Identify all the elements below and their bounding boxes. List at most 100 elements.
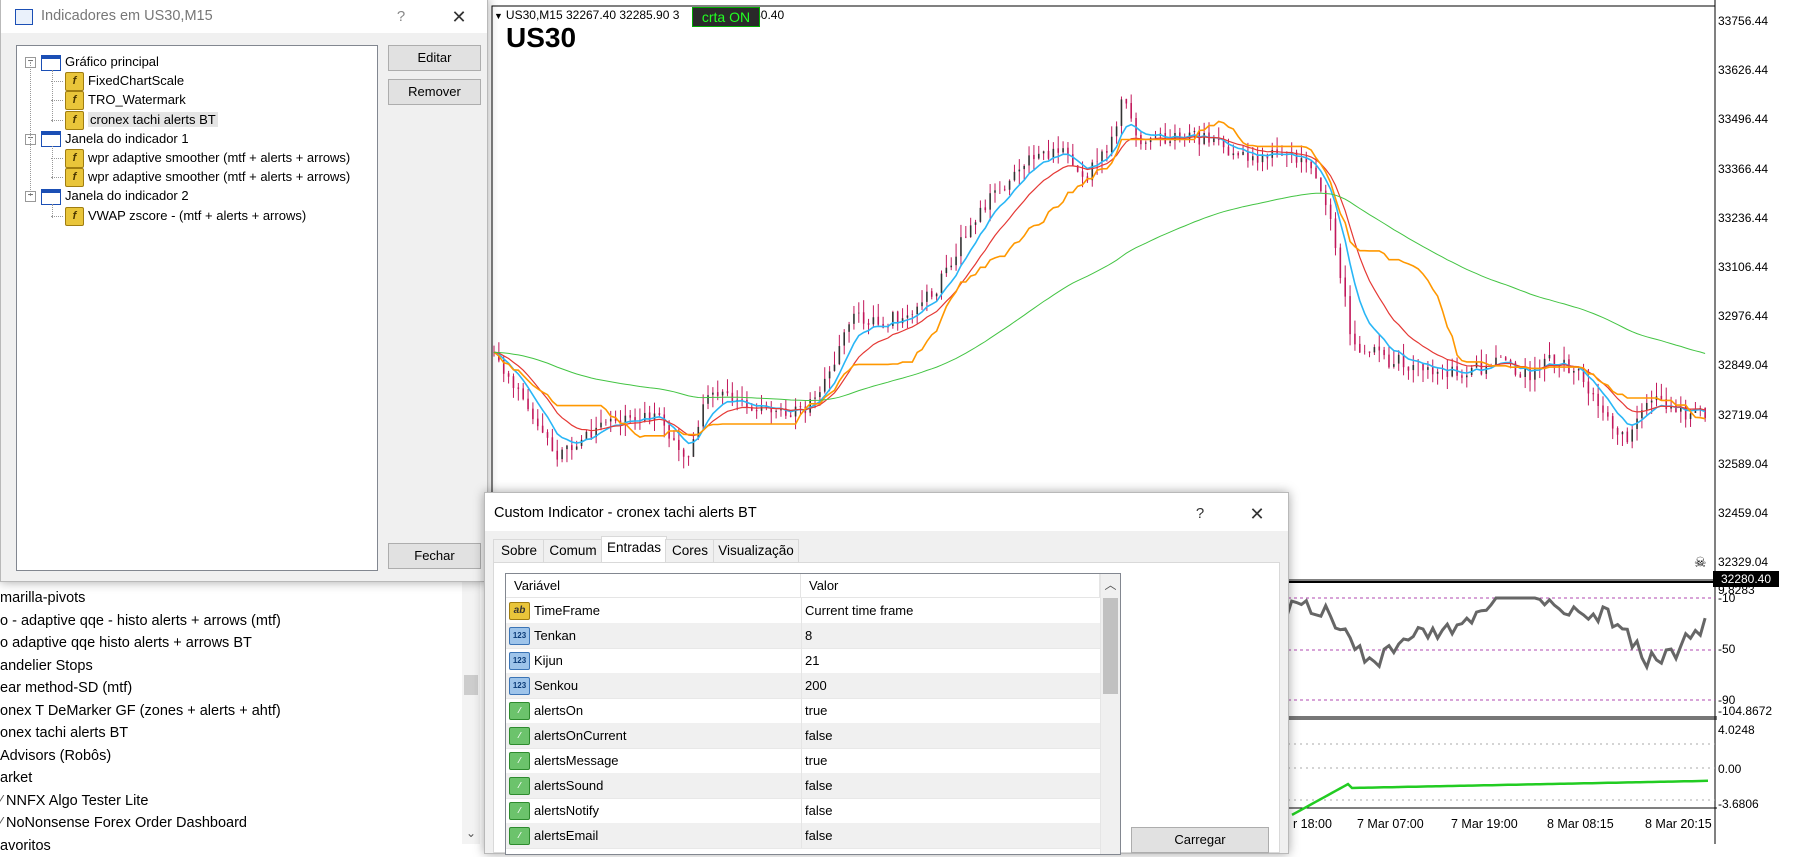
param-value[interactable]: false (805, 778, 833, 793)
tree-connector (52, 146, 53, 179)
column-separator (801, 798, 802, 823)
tree-window-node[interactable]: − Janela do indicador 1 (25, 129, 189, 149)
navigator-item[interactable]: onex T DeMarker GF (zones + alerts + aht… (0, 700, 281, 722)
current-price-tag: 32280.40 (1713, 571, 1779, 587)
table-row[interactable]: 123 Kijun 21 (506, 648, 1100, 674)
navigator-item[interactable]: Advisors (Robôs) (0, 745, 111, 767)
param-value[interactable]: true (805, 753, 828, 768)
number-param-icon: 123 (509, 627, 530, 645)
param-value[interactable]: false (805, 728, 833, 743)
tree-node-label: cronex tachi alerts BT (88, 111, 218, 127)
param-value[interactable]: true (805, 703, 828, 718)
tree-indicator-node[interactable]: f VWAP zscore - (mtf + alerts + arrows) (51, 206, 307, 226)
navigator-item[interactable]: onex tachi alerts BT (0, 722, 128, 744)
dialog-titlebar[interactable]: Custom Indicator - cronex tachi alerts B… (485, 493, 1288, 531)
edit-button[interactable]: Editar (388, 45, 481, 71)
expert-icon: ⁄ (0, 815, 3, 831)
param-value[interactable]: 200 (805, 678, 827, 693)
chart-window-icon (41, 188, 61, 205)
navigator-item[interactable]: avoritos (0, 835, 51, 857)
column-header-value[interactable]: Valor (801, 574, 1100, 598)
navigator-item[interactable]: ⁄ NNFX Algo Tester Lite (0, 790, 148, 812)
table-row[interactable]: ⁄ alertsEmail false (506, 823, 1100, 849)
table-row[interactable]: ⁄ alertsNotify false (506, 798, 1100, 824)
indicators-dialog: Indicadores em US30,M15 ? ✕ − Gráfico pri… (0, 0, 488, 582)
column-separator (801, 598, 802, 623)
param-value[interactable]: false (805, 828, 833, 843)
legend-dropdown-icon[interactable]: ▼ (494, 11, 503, 21)
table-row[interactable]: 123 Senkou 200 (506, 673, 1100, 699)
remove-button[interactable]: Remover (388, 79, 481, 105)
close-button[interactable]: Fechar (388, 543, 481, 569)
navigator-item[interactable]: o adaptive qqe histo alerts + arrows BT (0, 632, 252, 654)
param-value[interactable]: 21 (805, 653, 820, 668)
column-separator (801, 823, 802, 848)
alert-status-badge[interactable]: crta ON (692, 7, 760, 27)
table-scrollbar[interactable]: ︿ (1100, 574, 1120, 854)
navigator-item[interactable]: o - adaptive qqe - histo alerts + arrows… (0, 610, 281, 632)
tree-connector (51, 215, 63, 217)
navigator-scrollbar[interactable]: ⌄ (462, 575, 480, 844)
navigator-item[interactable]: andelier Stops (0, 655, 93, 677)
tab-cores[interactable]: Cores (665, 539, 715, 563)
navigator-item[interactable]: arket (0, 767, 32, 789)
indicator-tick-label: 4.0248 (1718, 723, 1755, 737)
inputs-table[interactable]: Variável Valor ab TimeFrame Current time f… (505, 573, 1121, 855)
tab-sobre[interactable]: Sobre (493, 539, 545, 563)
table-row[interactable]: ⁄ alertsOn true (506, 698, 1100, 724)
param-value[interactable]: false (805, 803, 833, 818)
tree-connector (52, 70, 53, 122)
tree-node-label: VWAP zscore - (mtf + alerts + arrows) (88, 207, 307, 223)
bool-param-icon: ⁄ (509, 727, 530, 745)
tab-entradas[interactable]: Entradas (601, 536, 667, 563)
scrollbar-thumb[interactable] (464, 675, 478, 695)
column-separator (801, 648, 802, 673)
table-row[interactable]: ⁄ alertsOnCurrent false (506, 723, 1100, 749)
table-row[interactable]: ⁄ alertsSound false (506, 773, 1100, 799)
close-icon[interactable]: ✕ (451, 7, 467, 27)
tab-visualizao[interactable]: Visualização (713, 539, 799, 563)
load-button[interactable]: Carregar (1131, 827, 1269, 853)
param-value[interactable]: Current time frame (805, 603, 914, 618)
bool-param-icon: ⁄ (509, 752, 530, 770)
tree-connector (52, 204, 53, 218)
tree-node-label: Janela do indicador 2 (65, 188, 189, 204)
indicator-tree[interactable]: − Gráfico principal f FixedChartScale f TRO_W… (16, 45, 378, 571)
help-button[interactable]: ? (396, 8, 406, 25)
help-button[interactable]: ? (1195, 505, 1205, 522)
tree-indicator-node[interactable]: f TRO_Watermark (51, 90, 186, 111)
tree-window-node[interactable]: − Janela do indicador 2 (25, 186, 189, 206)
tree-connector (30, 62, 31, 196)
tree-connector (51, 100, 63, 102)
table-row[interactable]: ab TimeFrame Current time frame (506, 598, 1100, 624)
close-icon[interactable]: ✕ (1249, 504, 1265, 524)
param-name: Senkou (534, 678, 579, 693)
dialog-titlebar[interactable]: Indicadores em US30,M15 ? ✕ (1, 0, 487, 33)
tree-indicator-node[interactable]: f wpr adaptive smoother (mtf + alerts + a… (51, 167, 350, 188)
dialog-title: Custom Indicator - cronex tachi alerts B… (494, 505, 757, 521)
tree-indicator-node[interactable]: f FixedChartScale (51, 71, 184, 92)
navigator-item-label: andelier Stops (0, 658, 93, 674)
tree-connector (51, 119, 63, 121)
tree-window-node[interactable]: − Gráfico principal (25, 52, 159, 72)
tree-node-label: TRO_Watermark (88, 92, 186, 108)
navigator-item[interactable]: ⁄ NoNonsense Forex Order Dashboard (0, 812, 247, 834)
navigator-item-label: onex tachi alerts BT (0, 725, 129, 741)
table-row[interactable]: 123 Tenkan 8 (506, 623, 1100, 649)
dialog-title: Indicadores em US30,M15 (41, 8, 213, 24)
param-name: alertsEmail (534, 828, 599, 843)
navigator-item-label: NoNonsense Forex Order Dashboard (6, 815, 247, 831)
scrollbar-thumb[interactable] (1103, 598, 1118, 694)
tree-indicator-node[interactable]: f cronex tachi alerts BT (51, 110, 218, 130)
column-header-variable[interactable]: Variável (506, 574, 801, 598)
param-value[interactable]: 8 (805, 628, 813, 643)
scroll-down-icon[interactable]: ⌄ (465, 826, 477, 840)
navigator-item[interactable]: marilla-pivots (0, 587, 85, 609)
indicator-tick-label: -50 (1718, 642, 1736, 656)
scroll-up-icon[interactable]: ︿ (1104, 578, 1117, 592)
param-name: Kijun (534, 653, 563, 668)
navigator-item[interactable]: ear method-SD (mtf) (0, 677, 132, 699)
tab-comum[interactable]: Comum (543, 539, 603, 563)
table-row[interactable]: ⁄ alertsMessage true (506, 748, 1100, 774)
tree-indicator-node[interactable]: f wpr adaptive smoother (mtf + alerts + a… (51, 148, 350, 169)
